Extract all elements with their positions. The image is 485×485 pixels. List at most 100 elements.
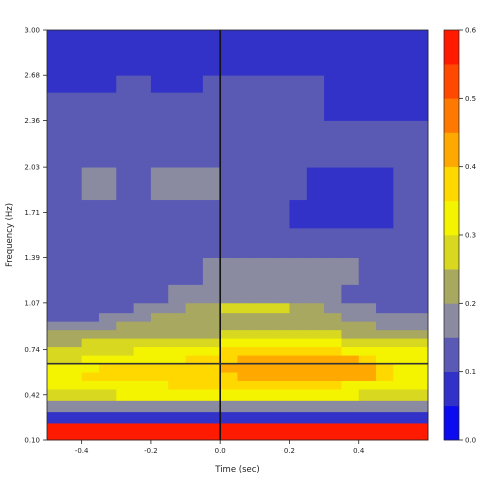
heatmap-cell xyxy=(133,389,152,401)
heatmap-cell xyxy=(306,120,325,168)
heatmap-cell xyxy=(185,338,204,348)
colorbar-tick-label: 0.4 xyxy=(465,163,477,171)
heatmap-cell xyxy=(289,257,308,285)
heatmap-cell xyxy=(306,167,325,201)
heatmap-cell xyxy=(376,389,394,401)
heatmap-cell xyxy=(306,329,325,339)
heatmap-cell xyxy=(324,284,342,304)
heatmap-cell xyxy=(306,372,325,382)
colorbar-bin xyxy=(444,405,459,441)
heatmap-cell xyxy=(47,199,83,229)
heatmap-cell xyxy=(341,355,360,365)
heatmap-cell xyxy=(254,312,273,322)
heatmap-cell xyxy=(289,355,308,365)
heatmap-cell xyxy=(393,423,429,441)
heatmap-cell xyxy=(306,389,325,401)
heatmap-cell xyxy=(98,363,117,373)
heatmap-cell xyxy=(202,423,221,441)
heatmap-cell xyxy=(185,167,204,201)
heatmap-cell xyxy=(81,199,100,229)
heatmap-cell xyxy=(376,423,394,441)
colorbar-bin xyxy=(444,235,459,270)
heatmap-cell xyxy=(341,338,360,348)
y-axis: 0.10 0.42 0.74 1.07 1.39 1.71 2.03 2.36 2.68 3.00 xyxy=(24,27,47,445)
heatmap-cell xyxy=(324,389,342,401)
heatmap-cell xyxy=(272,389,290,401)
heatmap-cell xyxy=(393,75,429,93)
heatmap-cell xyxy=(47,400,83,413)
heatmap-cell xyxy=(289,389,308,401)
heatmap-cell xyxy=(358,120,377,168)
heatmap-cell xyxy=(116,321,134,331)
heatmap-cell xyxy=(358,363,377,373)
y-tick-label: 1.39 xyxy=(24,254,40,262)
heatmap-cell xyxy=(306,363,325,373)
heatmap-cell xyxy=(289,284,308,304)
heatmap-cell xyxy=(376,257,394,285)
heatmap-cell xyxy=(376,284,394,304)
heatmap-cell xyxy=(376,199,394,229)
heatmap-cell xyxy=(324,167,342,201)
heatmap-cell xyxy=(133,423,152,441)
heatmap-cell xyxy=(168,338,186,348)
heatmap-cell xyxy=(341,329,360,339)
heatmap-cell xyxy=(341,302,360,314)
heatmap-cell xyxy=(150,389,169,401)
heatmap-cell xyxy=(376,120,394,168)
heatmap-cell xyxy=(150,355,169,365)
heatmap-cell xyxy=(185,92,204,121)
heatmap-cell xyxy=(81,400,100,413)
heatmap-cell xyxy=(150,346,169,356)
heatmap-cell xyxy=(150,329,169,339)
heatmap-cell xyxy=(185,302,204,314)
heatmap-cell xyxy=(393,355,429,365)
heatmap-cell xyxy=(185,355,204,365)
heatmap-cell xyxy=(358,346,377,356)
heatmap-cell xyxy=(237,411,256,424)
heatmap-cell xyxy=(81,120,100,168)
colorbar-bin xyxy=(444,64,459,99)
heatmap-cell xyxy=(376,380,394,390)
heatmap-cell xyxy=(306,400,325,413)
heatmap-cell xyxy=(98,284,117,304)
heatmap-cell xyxy=(47,355,83,365)
heatmap-cell xyxy=(306,380,325,390)
heatmap-cell xyxy=(168,92,186,121)
heatmap-cell xyxy=(393,372,429,382)
heatmap-cell xyxy=(341,321,360,331)
y-axis-label: Frequency (Hz) xyxy=(5,203,15,267)
colorbar-bin xyxy=(444,30,459,65)
heatmap-cell xyxy=(185,329,204,339)
heatmap-cell xyxy=(185,389,204,401)
heatmap-cell xyxy=(133,167,152,201)
heatmap-cell xyxy=(168,423,186,441)
heatmap-cell xyxy=(47,284,83,304)
heatmap-cell xyxy=(98,120,117,168)
heatmap-cell xyxy=(254,411,273,424)
heatmap-cell xyxy=(272,312,290,322)
heatmap-cell xyxy=(341,380,360,390)
heatmap-cell xyxy=(81,321,100,331)
heatmap-cell xyxy=(376,372,394,382)
heatmap-cell xyxy=(150,380,169,390)
heatmap-cell xyxy=(202,355,221,365)
heatmap-cell xyxy=(133,312,152,322)
heatmap-cell xyxy=(254,167,273,201)
heatmap-cell xyxy=(168,363,186,373)
heatmap-cell xyxy=(116,346,134,356)
heatmap-cell xyxy=(272,284,290,304)
heatmap-cell xyxy=(81,257,100,285)
heatmap-cell xyxy=(237,120,256,168)
heatmap-cell xyxy=(81,346,100,356)
heatmap-cell xyxy=(237,321,256,331)
heatmap-cell xyxy=(185,120,204,168)
heatmap-cell xyxy=(289,120,308,168)
colorbar-tick-label: 0.6 xyxy=(465,27,477,35)
heatmap-cell xyxy=(341,75,360,93)
heatmap-cell xyxy=(168,389,186,401)
heatmap-cell xyxy=(237,227,256,259)
x-axis-label: Time (sec) xyxy=(214,465,259,475)
heatmap-cell xyxy=(116,329,134,339)
heatmap-cell xyxy=(116,312,134,322)
heatmap-cell xyxy=(220,92,238,121)
